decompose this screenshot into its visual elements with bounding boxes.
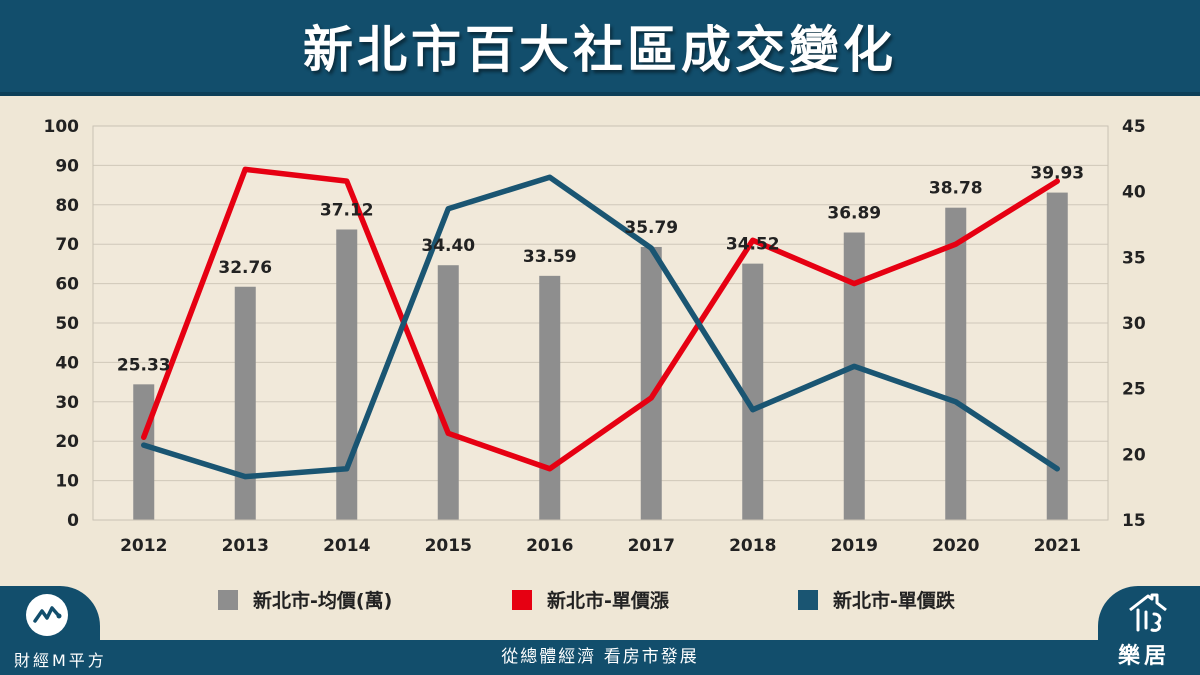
bar-avg-price-2019 <box>843 232 865 520</box>
house-logo-icon <box>1126 592 1176 634</box>
x-axis-tick-label: 2017 <box>628 536 675 556</box>
legend-price-up-label: 新北市-單價漲 <box>547 589 670 612</box>
legend-price-down-swatch <box>798 590 818 610</box>
x-axis-tick-label: 2013 <box>222 536 269 556</box>
bar-value-label: 25.33 <box>117 355 171 375</box>
bar-avg-price-2018 <box>742 263 764 520</box>
plot-border <box>92 125 1109 521</box>
x-axis-tick-label: 2020 <box>932 536 979 556</box>
header-divider <box>0 92 1200 96</box>
bar-avg-price-2021 <box>1046 192 1068 520</box>
left-axis-tick-label: 80 <box>55 196 79 216</box>
x-axis-tick-label: 2021 <box>1034 536 1081 556</box>
left-axis-tick-label: 100 <box>44 117 80 137</box>
footer-tagline: 從總體經濟 看房市發展 <box>501 647 699 667</box>
brand-right: 樂居 <box>1098 586 1200 675</box>
bar-value-label: 34.40 <box>421 236 475 256</box>
right-axis-tick-label: 25 <box>1122 380 1146 400</box>
bar-avg-price-2012 <box>133 384 155 520</box>
legend-price-down-label: 新北市-單價跌 <box>833 589 956 612</box>
chart-logo-icon <box>26 594 68 636</box>
bar-value-label: 39.93 <box>1030 164 1084 184</box>
bar-avg-price-2015 <box>437 265 459 520</box>
brand-right-name: 樂居 <box>1118 644 1171 669</box>
bar-avg-price-2016 <box>539 275 561 520</box>
left-axis-tick-label: 30 <box>55 393 79 413</box>
bar-value-label: 33.59 <box>523 247 577 267</box>
left-axis-tick-label: 70 <box>55 235 79 255</box>
bar-value-label: 37.12 <box>320 200 374 220</box>
footer-bar: 從總體經濟 看房市發展 <box>0 640 1200 675</box>
x-axis-tick-label: 2019 <box>831 536 878 556</box>
right-axis-tick-label: 15 <box>1122 511 1146 531</box>
x-axis-tick-label: 2015 <box>425 536 472 556</box>
line-price-up <box>141 166 1060 472</box>
x-axis-tick-label: 2012 <box>120 536 167 556</box>
left-axis-tick-label: 50 <box>55 314 79 334</box>
right-axis-tick-label: 20 <box>1122 445 1146 465</box>
left-axis-tick-label: 40 <box>55 353 79 373</box>
bar-value-label: 34.52 <box>726 235 780 255</box>
left-axis-tick-label: 60 <box>55 275 79 295</box>
left-axis-tick-label: 10 <box>55 472 79 492</box>
right-axis-tick-label: 40 <box>1122 183 1146 203</box>
right-axis-tick-label: 45 <box>1122 117 1146 137</box>
bar-avg-price-2014 <box>336 229 358 520</box>
bar-value-label: 38.78 <box>929 179 983 199</box>
left-axis-tick-label: 90 <box>55 156 79 176</box>
bar-avg-price-2013 <box>234 286 256 520</box>
x-axis-tick-label: 2016 <box>526 536 573 556</box>
x-axis-tick-label: 2014 <box>323 536 370 556</box>
x-axis-tick-label: 2018 <box>729 536 776 556</box>
bar-value-label: 36.89 <box>827 204 881 224</box>
bar-value-label: 35.79 <box>624 218 678 238</box>
brand-left <box>0 586 150 675</box>
right-axis-tick-label: 35 <box>1122 248 1146 268</box>
right-axis-tick-label: 30 <box>1122 314 1146 334</box>
chart-title: 新北市百大社區成交變化 <box>303 21 897 79</box>
bar-value-label: 32.76 <box>218 258 272 278</box>
legend: 新北市-均價(萬) 新北市-單價漲 新北市-單價跌 <box>218 589 956 612</box>
legend-price-up-swatch <box>512 590 532 610</box>
header-banner: 新北市百大社區成交變化 <box>0 0 1200 92</box>
left-axis-tick-label: 0 <box>67 511 79 531</box>
legend-avg-price-swatch <box>218 590 238 610</box>
line-price-down <box>141 174 1060 480</box>
bar-avg-price-2017 <box>640 246 662 520</box>
bar-avg-price-2020 <box>945 207 967 520</box>
brand-left-name: 財經M平方 <box>14 651 107 670</box>
left-axis-tick-label: 20 <box>55 432 79 452</box>
legend-avg-price-label: 新北市-均價(萬) <box>253 589 392 612</box>
